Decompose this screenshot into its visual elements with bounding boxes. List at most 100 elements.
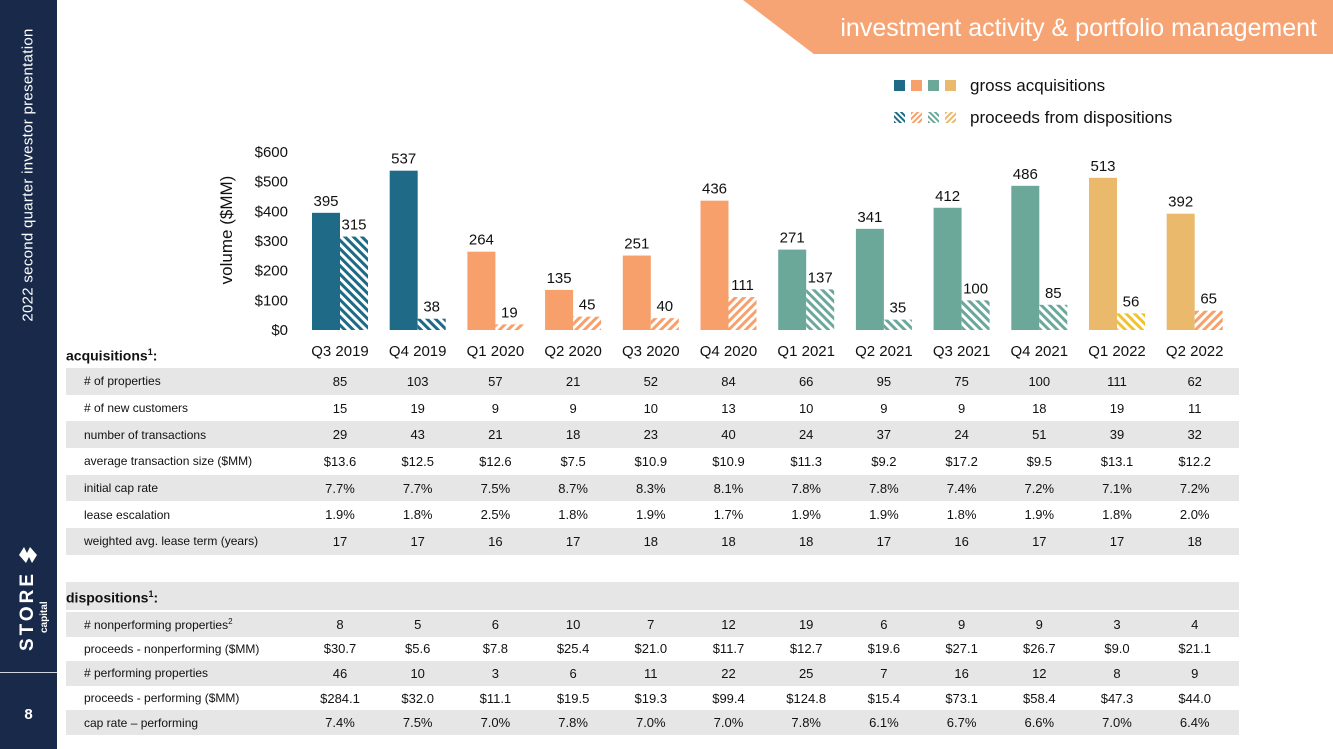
acquisition-value-label: 251 bbox=[624, 236, 649, 253]
legend-hatched-swatches-icon bbox=[894, 112, 956, 123]
table-cell: 7.7% bbox=[402, 480, 433, 496]
disposition-bar bbox=[1194, 310, 1223, 330]
table-cell: $5.6 bbox=[405, 641, 431, 657]
disposition-value-label: 137 bbox=[808, 269, 833, 286]
sidebar-divider bbox=[0, 672, 57, 673]
table-cell: $15.4 bbox=[867, 690, 901, 706]
table-cell: 4 bbox=[1191, 616, 1199, 632]
table-cell: 11 bbox=[644, 665, 658, 681]
table-cell: 11 bbox=[1187, 400, 1202, 416]
table-cell: 1.8% bbox=[558, 507, 588, 523]
table-cell: 6.1% bbox=[869, 715, 899, 731]
acquisition-value-label: 264 bbox=[469, 232, 494, 249]
table-row: initial cap rate 7.7% 7.7% 7.5% 8.7% 8.3% 8.1%… bbox=[66, 474, 1239, 502]
disposition-bar bbox=[806, 289, 835, 330]
table-cell: 17 bbox=[332, 533, 348, 549]
table-cell: 7.8% bbox=[869, 480, 899, 496]
volume-bar-chart: volume ($MM) $0$100$200$300$400$500$600 … bbox=[217, 144, 1223, 360]
table-cell: 7 bbox=[647, 616, 655, 632]
row-label: # of new customers bbox=[84, 401, 189, 416]
row-label: # nonperforming properties2 bbox=[84, 616, 233, 632]
table-cell: 23 bbox=[643, 427, 659, 443]
table-row: lease escalation 1.9% 1.8% 2.5% 1.8% 1.9% 1.7%… bbox=[66, 501, 1239, 528]
table-cell: 9 bbox=[569, 400, 577, 416]
table-cell: $12.2 bbox=[1178, 453, 1211, 469]
row-label: number of transactions bbox=[84, 427, 207, 442]
table-cell: $9.2 bbox=[871, 453, 897, 469]
table-cell: 1.9% bbox=[869, 507, 899, 523]
disposition-value-label: 315 bbox=[341, 217, 366, 234]
table-cell: 7.2% bbox=[1024, 480, 1055, 496]
table-cell: 57 bbox=[488, 373, 503, 389]
table-cell: 22 bbox=[721, 665, 736, 681]
disposition-value-label: 19 bbox=[501, 304, 518, 321]
table-row: # of new customers 15 19 9 9 10 13 10 9 9 18 19 11 bbox=[66, 395, 1239, 422]
table-cell: 1.9% bbox=[635, 507, 666, 523]
table-cell: $19.3 bbox=[634, 690, 668, 706]
disposition-value-label: 111 bbox=[731, 277, 754, 294]
table-cell: 9 bbox=[1035, 616, 1043, 632]
table-cell: 18 bbox=[565, 427, 581, 443]
acquisition-bar bbox=[545, 289, 574, 330]
disposition-bar bbox=[728, 297, 757, 330]
table-row: # nonperforming properties2 8 5 6 10 7 12 19 6 9 9… bbox=[66, 612, 1239, 637]
table-cell: 2.5% bbox=[480, 507, 511, 523]
y-tick-label: $100 bbox=[255, 292, 288, 309]
row-label: initial cap rate bbox=[84, 481, 159, 496]
x-category-label: Q1 2021 bbox=[777, 343, 835, 360]
table-cell: $44.0 bbox=[1178, 690, 1211, 706]
table-cell: 85 bbox=[332, 373, 348, 389]
table-cell: 19 bbox=[1109, 400, 1125, 416]
table-cell: 9 bbox=[1191, 665, 1199, 681]
table-cell: 6 bbox=[880, 616, 888, 632]
table-cell: 7.4% bbox=[325, 715, 355, 731]
table-row: # of properties 85 103 57 21 52 84 66 95 75 100 111… bbox=[66, 368, 1239, 395]
x-category-label: Q3 2019 bbox=[311, 343, 369, 360]
table-cell: 9 bbox=[957, 400, 966, 416]
acquisition-value-label: 513 bbox=[1090, 158, 1115, 175]
table-cell: 1.7% bbox=[713, 507, 744, 523]
table-cell: 24 bbox=[954, 427, 969, 443]
table-cell: $26.7 bbox=[1023, 641, 1056, 657]
dispositions-table: # nonperforming properties2 8 5 6 10 7 12 19 6 9 9… bbox=[66, 612, 1239, 735]
table-cell: 84 bbox=[721, 373, 736, 389]
table-cell: 6.4% bbox=[1179, 715, 1210, 731]
table-cell: 51 bbox=[1032, 427, 1047, 443]
table-cell: 16 bbox=[488, 533, 503, 549]
row-footnote: 2 bbox=[228, 616, 233, 626]
table-cell: $21.1 bbox=[1178, 641, 1211, 657]
table-cell: 13 bbox=[721, 400, 736, 416]
table-cell: 1.9% bbox=[791, 507, 821, 523]
table-cell: 3 bbox=[1113, 616, 1121, 632]
logo-wordmark: STORE bbox=[17, 570, 38, 652]
table-cell: 7.0% bbox=[1102, 715, 1132, 731]
legend-solid-swatches-icon bbox=[894, 80, 956, 91]
table-cell: 21 bbox=[488, 427, 503, 443]
dispositions-title: dispositions1: bbox=[66, 589, 159, 606]
table-cell: $19.5 bbox=[556, 690, 590, 706]
table-cell: $58.4 bbox=[1023, 690, 1056, 706]
x-category-label: Q4 2020 bbox=[700, 343, 758, 360]
table-cell: 6.7% bbox=[946, 715, 977, 731]
logo-subtitle: capital bbox=[39, 601, 50, 634]
acquisition-bar bbox=[933, 207, 962, 330]
table-cell: 6 bbox=[491, 616, 499, 632]
dispositions-header-band bbox=[66, 582, 1239, 610]
dispositions-title-text: dispositions bbox=[66, 589, 149, 606]
acquisitions-footnote: 1 bbox=[147, 347, 153, 357]
y-tick-label: $0 bbox=[271, 322, 288, 339]
acquisition-value-label: 436 bbox=[702, 181, 727, 198]
table-cell: $7.8 bbox=[482, 641, 509, 657]
acquisition-bar bbox=[1011, 185, 1040, 330]
acquisition-bar bbox=[467, 251, 496, 330]
disposition-bar bbox=[573, 316, 602, 330]
acquisition-value-label: 341 bbox=[857, 209, 882, 226]
acquisition-value-label: 537 bbox=[391, 151, 416, 168]
page-title: investment activity & portfolio manageme… bbox=[840, 14, 1317, 42]
table-row: # performing properties 46 10 3 6 11 22 25 7 16 12… bbox=[66, 661, 1239, 686]
table-cell: 7.8% bbox=[558, 715, 588, 731]
acquisition-value-label: 392 bbox=[1168, 194, 1193, 211]
acquisition-value-label: 486 bbox=[1013, 166, 1038, 183]
table-cell: 12 bbox=[1032, 665, 1047, 681]
x-category-label: Q4 2021 bbox=[1011, 343, 1069, 360]
